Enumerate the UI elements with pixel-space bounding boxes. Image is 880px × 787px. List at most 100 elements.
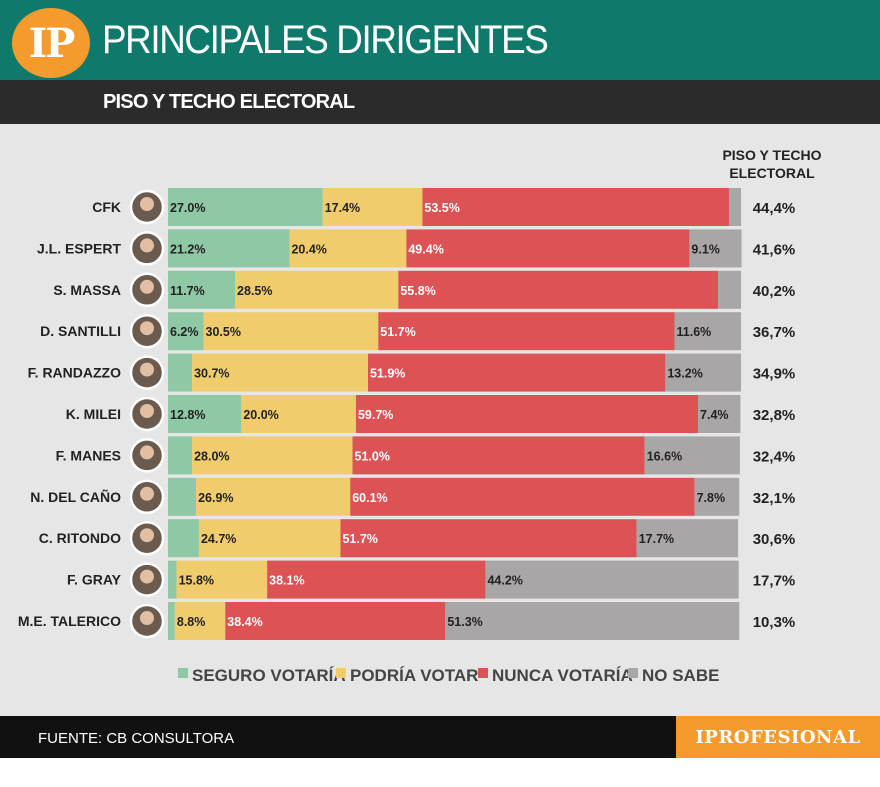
bar-segment-cfk-1 <box>322 188 423 226</box>
legend: SEGURO VOTARÍA PODRÍA VOTAR NUNCA VOTARÍA N… <box>178 666 719 685</box>
value-label-f-randazzo-2: 51.9% <box>370 367 405 381</box>
bar-segment-j-l-espert-3 <box>689 229 742 268</box>
bar-segment-cfk-0 <box>168 188 323 226</box>
bar-segment-cfk-3 <box>728 188 741 226</box>
value-label-cfk-2: 53.5% <box>424 201 459 215</box>
bar-segment-d-santilli-2 <box>378 312 675 351</box>
category-label-j-l-espert: J.L. ESPERT <box>37 240 121 256</box>
avatar-face-k-milei <box>140 404 154 418</box>
value-label-f-randazzo-3: 13.2% <box>667 367 702 381</box>
value-label-c-ritondo-1: 24.7% <box>201 532 236 546</box>
value-label-s-massa-0: 11.7% <box>170 284 205 298</box>
value-label-j-l-espert-2: 49.4% <box>408 242 443 256</box>
bar-segment-j-l-espert-0 <box>168 229 290 268</box>
value-label-s-massa-1: 28.5% <box>237 284 272 298</box>
range-label-f-gray: 17,7% <box>753 573 796 590</box>
chart-subtitle: PISO Y TECHO ELECTORAL <box>103 91 355 113</box>
legend-label-3: NO SABE <box>642 666 719 685</box>
bar-segment-f-manes-1 <box>192 436 353 475</box>
bar-segment-n-del-caño-1 <box>196 477 351 516</box>
category-label-c-ritondo: C. RITONDO <box>39 530 121 546</box>
header-bar <box>0 0 880 80</box>
legend-label-2: NUNCA VOTARÍA <box>492 666 633 685</box>
bar-segment-m-e-talerico-1 <box>174 602 226 640</box>
avatar-face-f-gray <box>140 569 154 584</box>
value-label-c-ritondo-2: 51.7% <box>342 532 377 546</box>
brand-logo: IPROFESIONAL <box>676 716 880 758</box>
bar-segment-k-milei-2 <box>355 395 699 433</box>
bar-segment-s-massa-2 <box>398 270 719 309</box>
bar-segment-n-del-caño-3 <box>694 477 740 516</box>
value-label-f-randazzo-1: 30.7% <box>194 367 229 381</box>
bar-segment-f-gray-1 <box>176 560 268 599</box>
bar-segment-d-santilli-3 <box>674 312 741 351</box>
range-label-c-ritondo: 30,6% <box>753 531 796 548</box>
value-label-f-gray-3: 44.2% <box>487 574 522 588</box>
value-label-d-santilli-1: 30.5% <box>206 325 241 339</box>
stacked-bar-chart: PISO Y TECHO ELECTORAL CFK 27.0% 17.4% 53.5… <box>18 147 822 685</box>
value-label-n-del-caño-2: 60.1% <box>352 491 387 505</box>
range-label-cfk: 44,4% <box>753 200 796 217</box>
value-label-n-del-caño-1: 26.9% <box>198 491 233 505</box>
value-label-c-ritondo-3: 17.7% <box>639 532 674 546</box>
bar-segment-f-gray-2 <box>267 560 486 599</box>
range-label-n-del-caño: 32,1% <box>753 490 796 507</box>
bar-segment-c-ritondo-3 <box>636 519 739 558</box>
subtitle-bar <box>0 80 880 124</box>
bar-segment-j-l-espert-2 <box>406 229 690 268</box>
range-label-f-randazzo: 34,9% <box>753 366 796 383</box>
range-label-d-santilli: 36,7% <box>753 324 796 341</box>
avatar-face-cfk <box>140 197 154 211</box>
legend-swatch-0 <box>178 668 188 678</box>
avatar-face-c-ritondo <box>140 528 154 543</box>
bar-segment-cfk-2 <box>422 188 729 226</box>
range-label-j-l-espert: 41,6% <box>753 241 796 258</box>
avatar-face-m-e-talerico <box>140 611 154 625</box>
source-note: FUENTE: CB CONSULTORA <box>38 730 235 747</box>
value-label-n-del-caño-3: 7.8% <box>697 491 726 505</box>
bar-segment-f-randazzo-3 <box>665 353 741 392</box>
bar-segment-c-ritondo-1 <box>198 519 341 558</box>
value-label-d-santilli-3: 11.6% <box>677 325 712 339</box>
value-label-f-manes-3: 16.6% <box>647 449 682 463</box>
avatar-face-d-santilli <box>140 321 154 336</box>
avatar-face-f-randazzo <box>140 362 154 377</box>
bar-segment-m-e-talerico-0 <box>168 602 175 640</box>
bar-segment-s-massa-1 <box>235 270 399 309</box>
bar-segment-d-santilli-0 <box>168 312 204 351</box>
legend-swatch-2 <box>478 668 488 678</box>
bar-segment-f-gray-0 <box>168 560 177 599</box>
value-label-k-milei-1: 20.0% <box>243 408 278 422</box>
value-label-k-milei-2: 59.7% <box>358 408 393 422</box>
legend-swatch-3 <box>628 668 638 678</box>
avatar-face-f-manes <box>140 445 154 460</box>
legend-swatch-1 <box>336 668 346 678</box>
category-label-m-e-talerico: M.E. TALERICO <box>18 613 121 629</box>
bar-segment-f-manes-2 <box>352 436 645 475</box>
page-title: PRINCIPALES DIRIGENTES <box>102 18 549 62</box>
avatar-face-s-massa <box>140 279 154 294</box>
category-label-f-gray: F. GRAY <box>67 572 122 588</box>
value-label-s-massa-2: 55.8% <box>400 284 435 298</box>
legend-label-1: PODRÍA VOTAR <box>350 666 478 685</box>
value-label-f-gray-2: 38.1% <box>269 574 304 588</box>
column-header-line-2: ELECTORAL <box>729 165 815 181</box>
value-label-m-e-talerico-3: 51.3% <box>447 615 482 629</box>
value-label-m-e-talerico-1: 8.8% <box>177 615 206 629</box>
range-label-k-milei: 32,8% <box>753 407 796 424</box>
bar-segment-n-del-caño-2 <box>350 477 695 516</box>
value-label-k-milei-0: 12.8% <box>170 408 205 422</box>
value-label-f-manes-1: 28.0% <box>194 449 229 463</box>
bar-segment-m-e-talerico-2 <box>225 602 446 640</box>
value-label-j-l-espert-0: 21.2% <box>170 242 205 256</box>
value-label-d-santilli-2: 51.7% <box>380 325 415 339</box>
category-label-n-del-caño: N. DEL CAÑO <box>30 488 121 505</box>
category-label-k-milei: K. MILEI <box>66 406 121 422</box>
avatar-face-n-del-caño <box>140 486 154 501</box>
bars-group: CFK 27.0% 17.4% 53.5% 44,4% J.L. ESPERT 21.2% 2… <box>18 188 795 640</box>
bar-segment-k-milei-0 <box>168 395 242 433</box>
avatar-face-j-l-espert <box>140 238 154 253</box>
bar-segment-f-gray-3 <box>485 560 739 599</box>
value-label-d-santilli-0: 6.2% <box>170 325 199 339</box>
value-label-f-manes-2: 51.0% <box>355 449 390 463</box>
